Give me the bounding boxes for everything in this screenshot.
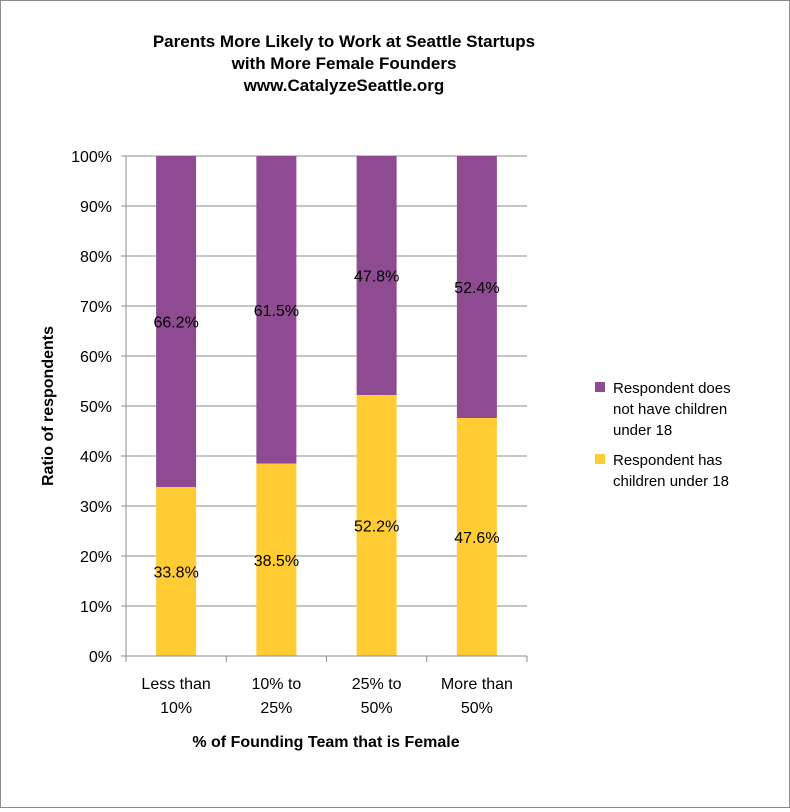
x-tick-label: More than [441, 676, 513, 693]
data-label: 66.2% [153, 315, 198, 332]
x-tick-label: 25% to [352, 676, 402, 693]
data-label: 33.8% [153, 565, 198, 582]
x-tick-label: 10% [160, 700, 192, 717]
data-labels: 33.8% 66.2% 38.5% 61.5% 52.2% 47.8% 47.6% 52.4% [153, 269, 499, 582]
x-tick-labels: Less than 10% 10% to 25% 25% to 50% More than 5… [141, 676, 512, 717]
y-tick-label: 40% [80, 449, 112, 466]
legend: Respondent does not have children under 18… [595, 380, 731, 490]
legend-swatch [595, 454, 605, 464]
bar-segment [356, 156, 397, 395]
data-label: 52.4% [454, 280, 499, 297]
y-tick-labels: 0% 10% 20% 30% 40% 50% 60% 70% 80% 90% 100% [71, 149, 112, 666]
data-label: 52.2% [354, 519, 399, 536]
chart-title-line: www.CatalyzeSeattle.org [243, 76, 445, 95]
y-tick-label: 60% [80, 349, 112, 366]
data-label: 38.5% [254, 553, 299, 570]
y-tick-label: 20% [80, 549, 112, 566]
y-tick-label: 10% [80, 599, 112, 616]
legend-swatch [595, 382, 605, 392]
chart-title-line: Parents More Likely to Work at Seattle S… [153, 32, 535, 51]
bar-segment [256, 156, 297, 464]
data-label: 47.8% [354, 269, 399, 286]
x-tick-label: 50% [461, 700, 493, 717]
x-axis-title: % of Founding Team that is Female [192, 734, 459, 751]
y-tick-label: 100% [71, 149, 112, 166]
axes [121, 155, 528, 662]
y-tick-label: 30% [80, 499, 112, 516]
y-tick-label: 70% [80, 299, 112, 316]
legend-label: Respondent has [613, 452, 722, 469]
y-tick-label: 80% [80, 249, 112, 266]
data-label: 47.6% [454, 530, 499, 547]
x-tick-label: 10% to [251, 676, 301, 693]
bar-segment [356, 395, 397, 656]
legend-label: Respondent does [613, 380, 731, 397]
data-label: 61.5% [254, 303, 299, 320]
y-tick-label: 50% [80, 399, 112, 416]
legend-label: not have children [613, 401, 727, 418]
y-tick-label: 0% [89, 649, 112, 666]
legend-label: children under 18 [613, 473, 729, 490]
bar-segment [456, 156, 497, 418]
bar-segment [156, 487, 197, 656]
legend-label: under 18 [613, 422, 672, 439]
bar-segment [156, 156, 197, 487]
bar-segment [256, 463, 297, 656]
x-tick-label: 50% [361, 700, 393, 717]
chart-title: Parents More Likely to Work at Seattle S… [153, 32, 535, 95]
y-tick-label: 90% [80, 199, 112, 216]
bars [156, 156, 497, 656]
bar-segment [456, 418, 497, 656]
x-tick-label: 25% [260, 700, 292, 717]
x-tick-label: Less than [141, 676, 210, 693]
y-axis-title: Ratio of respondents [40, 326, 57, 486]
chart-title-line: with More Female Founders [231, 54, 457, 73]
